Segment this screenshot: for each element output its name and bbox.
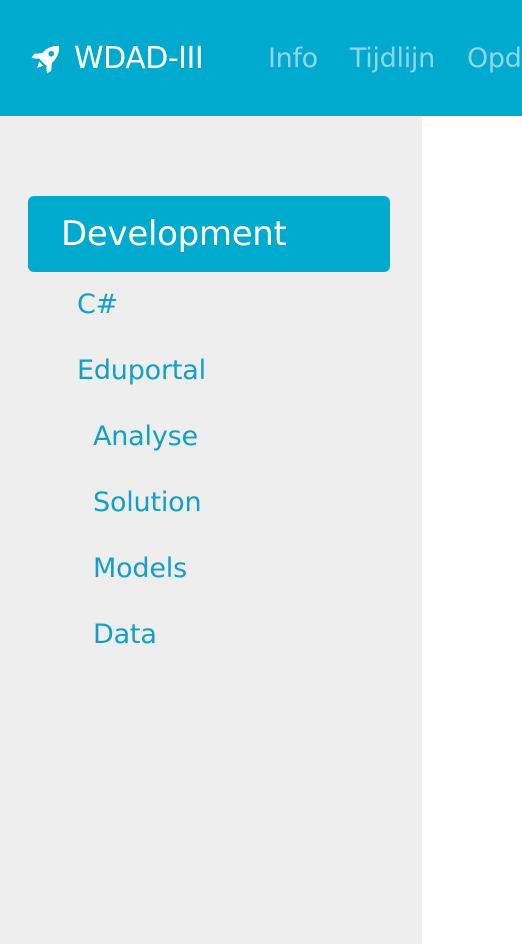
brand-link[interactable]: WDAD-III — [28, 38, 204, 78]
sidebar: Development C# Eduportal Analyse Solutio… — [0, 116, 422, 944]
top-navbar: WDAD-III Info Tijdlijn Opd — [0, 0, 522, 116]
sidebar-item-eduportal[interactable]: Eduportal — [77, 355, 206, 386]
sidebar-item-models[interactable]: Models — [93, 553, 187, 584]
nav-links: Info Tijdlijn Opd — [268, 38, 522, 78]
brand-label: WDAD-III — [74, 40, 204, 76]
sidebar-item-csharp[interactable]: C# — [77, 289, 119, 320]
sidebar-item-data[interactable]: Data — [93, 619, 157, 650]
rocket-icon — [31, 45, 60, 74]
nav-link-tijdlijn[interactable]: Tijdlijn — [349, 42, 435, 74]
sidebar-section-development[interactable]: Development — [28, 196, 390, 272]
sidebar-item-analyse[interactable]: Analyse — [93, 421, 198, 452]
nav-link-info[interactable]: Info — [268, 42, 318, 74]
sidebar-item-solution[interactable]: Solution — [93, 487, 202, 518]
nav-link-opd[interactable]: Opd — [466, 42, 522, 74]
